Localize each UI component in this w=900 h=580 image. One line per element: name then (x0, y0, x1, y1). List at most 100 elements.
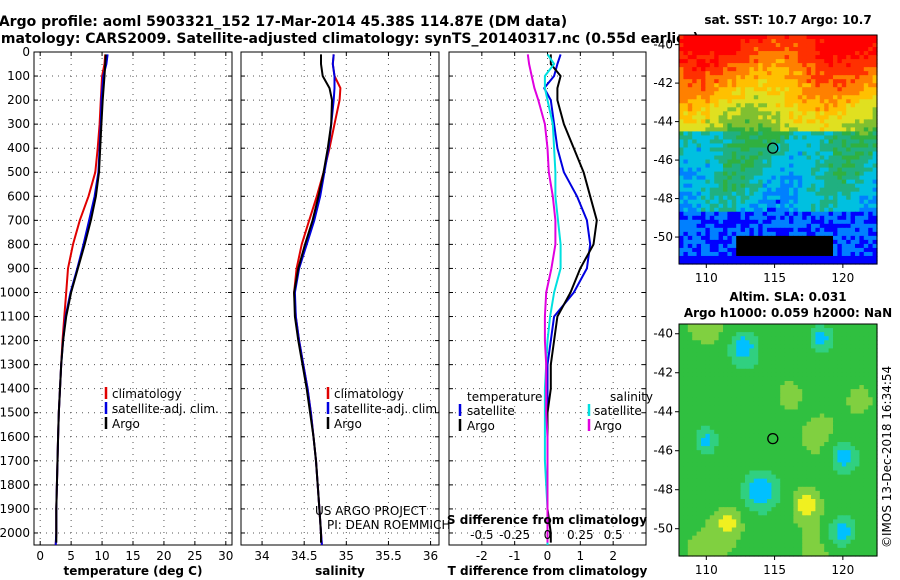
map-cell (740, 59, 746, 64)
map-cell (718, 99, 724, 104)
map-cell (819, 482, 825, 488)
map-cell (775, 324, 781, 329)
map-cell (872, 51, 878, 56)
map-cell (859, 219, 865, 225)
map-cell (868, 429, 874, 435)
map-cell (679, 207, 684, 213)
map-cell (731, 421, 737, 427)
map-cell (714, 344, 720, 350)
map-cell (683, 348, 689, 354)
map-cell (709, 215, 715, 221)
x-tick-label: 15 (125, 549, 140, 563)
map-cell (767, 490, 772, 496)
map-cell (718, 79, 724, 84)
x-tick-label: -1 (509, 549, 521, 563)
map-cell (797, 340, 803, 345)
map-cell (828, 251, 834, 257)
map-cell (784, 155, 790, 161)
map-cell (806, 187, 812, 193)
map-cell (775, 163, 781, 169)
map-cell (872, 87, 878, 92)
map-cell (859, 450, 865, 455)
map-cell (727, 380, 733, 386)
map-cell (815, 159, 821, 165)
map-cell (692, 446, 698, 451)
map-cell (727, 397, 733, 402)
map-cell (718, 171, 724, 177)
map-cell (762, 397, 768, 402)
map-cell (811, 103, 816, 108)
map-cell (837, 55, 843, 60)
map-cell (868, 83, 874, 88)
map-cell (819, 332, 825, 337)
map-cell (714, 151, 720, 157)
map-cell (793, 227, 799, 233)
map-cell (828, 123, 834, 129)
map-cell (859, 433, 865, 439)
map-cell (718, 368, 724, 374)
map-cell (749, 352, 755, 358)
map-cell (775, 203, 781, 209)
map-cell (758, 123, 764, 129)
map-cell (846, 247, 852, 253)
map-cell (784, 211, 790, 217)
map-cell (745, 123, 750, 129)
map-cell (855, 466, 860, 472)
map-cell (802, 195, 808, 201)
map-cell (745, 211, 750, 217)
map-cell (679, 324, 684, 329)
map-cell (723, 450, 728, 455)
map-cell (784, 215, 790, 221)
map-cell (784, 360, 790, 366)
map-cell (775, 397, 781, 402)
map-cell (727, 340, 733, 345)
map-cell (679, 511, 684, 516)
map-cell (745, 352, 750, 358)
map-cell (789, 446, 794, 451)
map-cell (767, 111, 772, 116)
map-cell (749, 450, 755, 455)
map-cell (789, 503, 794, 508)
map-cell (687, 235, 693, 241)
map-cell (727, 486, 733, 492)
map-cell (683, 450, 689, 455)
map-cell (723, 67, 728, 72)
map-cell (824, 79, 830, 84)
map-cell (872, 75, 878, 80)
map-cell (705, 499, 711, 504)
map-cell (683, 401, 689, 406)
map-cell (824, 99, 830, 104)
map-cell (784, 478, 790, 484)
map-cell (855, 147, 860, 153)
map-cell (872, 466, 878, 472)
map-cell (811, 43, 816, 48)
map-cell (696, 103, 702, 108)
map-cell (714, 107, 720, 112)
map-cell (771, 328, 777, 333)
map-cell (780, 223, 786, 229)
map-cell (683, 135, 689, 141)
map-cell (701, 442, 706, 447)
map-cell (709, 43, 715, 48)
map-cell (872, 405, 878, 411)
map-cell (806, 195, 812, 201)
map-cell (780, 380, 786, 386)
map-cell (859, 380, 865, 386)
map-cell (758, 255, 764, 261)
map-cell (802, 239, 808, 245)
map-cell (784, 470, 790, 476)
map-cell (701, 328, 706, 333)
map-cell (727, 131, 733, 137)
map-cell (745, 251, 750, 257)
map-cell (749, 466, 755, 472)
map-cell (784, 163, 790, 169)
map-cell (731, 163, 737, 169)
map-cell (855, 103, 860, 108)
map-cell (701, 486, 706, 492)
map-cell (819, 462, 825, 468)
map-cell (683, 368, 689, 374)
map-cell (731, 385, 737, 390)
map-cell (797, 115, 803, 120)
map-cell (872, 203, 878, 209)
map-cell (705, 356, 711, 362)
